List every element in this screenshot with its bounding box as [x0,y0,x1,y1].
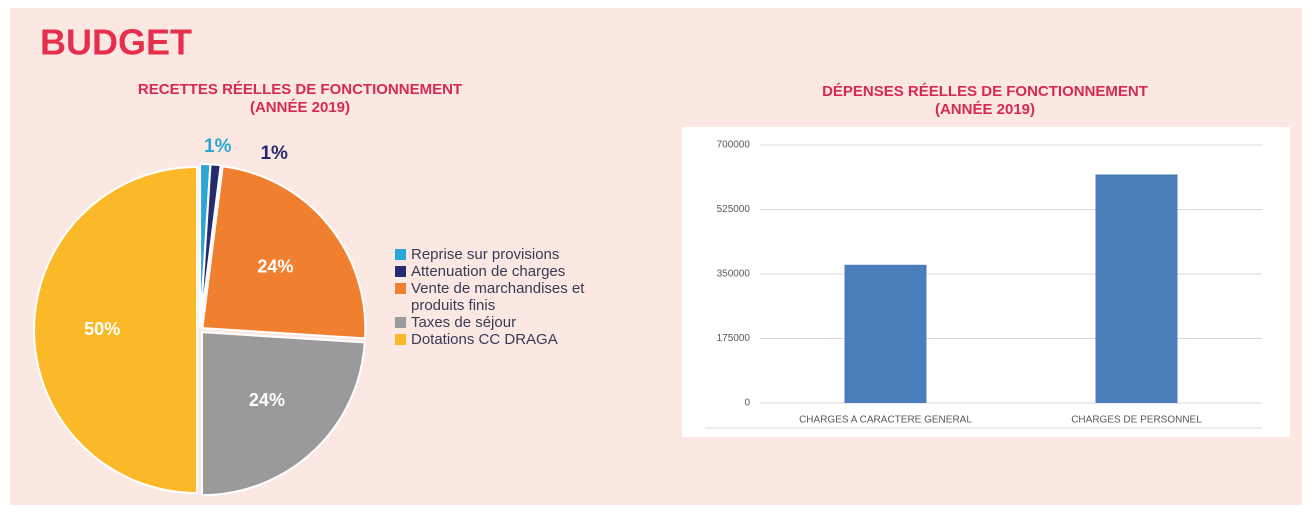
legend-swatch [395,249,406,260]
legend-label: Attenuation de charges [411,263,566,280]
bar [1095,174,1178,403]
y-tick-label: 175000 [717,333,751,344]
data-label: 1% [260,143,288,164]
x-tick-label: CHARGES DE PERSONNEL [1071,415,1202,426]
legend-label: Vente de marchandises et produits finis [411,280,585,314]
data-label: 24% [249,390,285,410]
legend: Reprise sur provisions Attenuation de cha… [395,246,610,348]
legend-item: Dotations CC DRAGA [395,331,610,348]
legend-item: Taxes de séjour [395,314,610,331]
y-tick-label: 525000 [717,204,751,215]
y-tick-label: 700000 [717,140,751,151]
pie-slice [199,163,222,328]
legend-swatch [395,317,406,328]
legend-label: Dotations CC DRAGA [411,331,558,348]
bar-subtitle: (ANNÉE 2019) [935,101,1035,118]
pie-slice [201,165,367,340]
legend-item: Reprise sur provisions [395,246,610,263]
y-tick-label: 0 [744,398,750,409]
data-label: 24% [257,256,293,276]
legend-label: Taxes de séjour [411,314,517,331]
pie-title: RECETTES RÉELLES DE FONCTIONNEMENT [138,81,462,98]
pie-subtitle: (ANNÉE 2019) [250,99,350,116]
legend-swatch [395,283,406,294]
bar [844,264,927,403]
y-tick-label: 350000 [717,269,751,280]
legend-label: Reprise sur provisions [411,246,560,263]
legend-item: Vente de marchandises et produits finis [395,280,610,314]
legend-swatch [395,266,406,277]
pie-slice [201,331,366,497]
x-tick-label: CHARGES A CARACTERE GENERAL [799,415,972,426]
legend-swatch [395,334,406,345]
pie-slice [33,165,198,495]
legend-item: Attenuation de charges [395,263,610,280]
data-label: 50% [84,319,120,339]
page-title: BUDGET [40,22,192,63]
bar-title: DÉPENSES RÉELLES DE FONCTIONNEMENT [822,83,1148,100]
data-label: 1% [204,136,232,157]
bar-panel [682,127,1290,437]
